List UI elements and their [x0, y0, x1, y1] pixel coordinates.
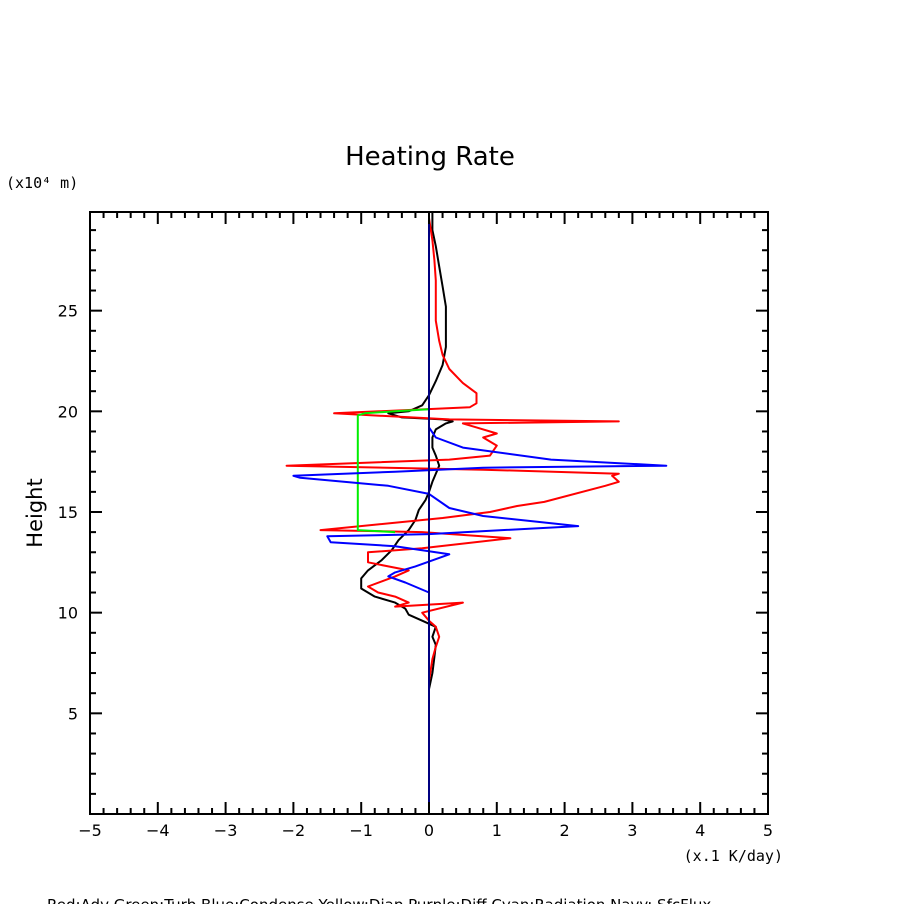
x-unit-label: (x.1 K/day) [684, 847, 783, 865]
series-total [360, 212, 454, 690]
series-blue-condense [292, 212, 668, 609]
x-tick-label: −1 [349, 821, 373, 840]
y-tick-label: 10 [58, 604, 78, 623]
x-tick-label: −4 [146, 821, 170, 840]
y-tick-label: 25 [58, 302, 78, 321]
y-tick-labels: 5 10 15 20 25 [58, 302, 78, 724]
x-tick-label: 2 [560, 821, 570, 840]
y-tick-label: 5 [68, 704, 78, 723]
x-tick-label: 0 [424, 821, 434, 840]
plot-frame [89, 211, 769, 815]
x-tick-label: 3 [627, 821, 637, 840]
series-green-turb [356, 408, 430, 534]
x-tick-label: 4 [695, 821, 705, 840]
x-tick-label: −5 [78, 821, 102, 840]
series-red-adv [285, 217, 620, 752]
x-tick-label: −2 [282, 821, 306, 840]
x-tick-label: −3 [214, 821, 238, 840]
x-tick-label: 1 [492, 821, 502, 840]
series-layer [285, 212, 668, 814]
y-unit-label: (x10⁴ m) [6, 174, 78, 192]
y-tick-label: 15 [58, 503, 78, 522]
x-tick-label: 5 [763, 821, 773, 840]
y-tick-label: 20 [58, 402, 78, 421]
legend-text: Red:Adv Green:Turb Blue:Condense Yellow:… [47, 896, 711, 904]
chart-title: Heating Rate [345, 142, 515, 172]
x-tick-labels: −5 −4 −3 −2 −1 0 1 2 3 4 5 [78, 821, 773, 840]
y-axis-label: Height [23, 478, 47, 547]
